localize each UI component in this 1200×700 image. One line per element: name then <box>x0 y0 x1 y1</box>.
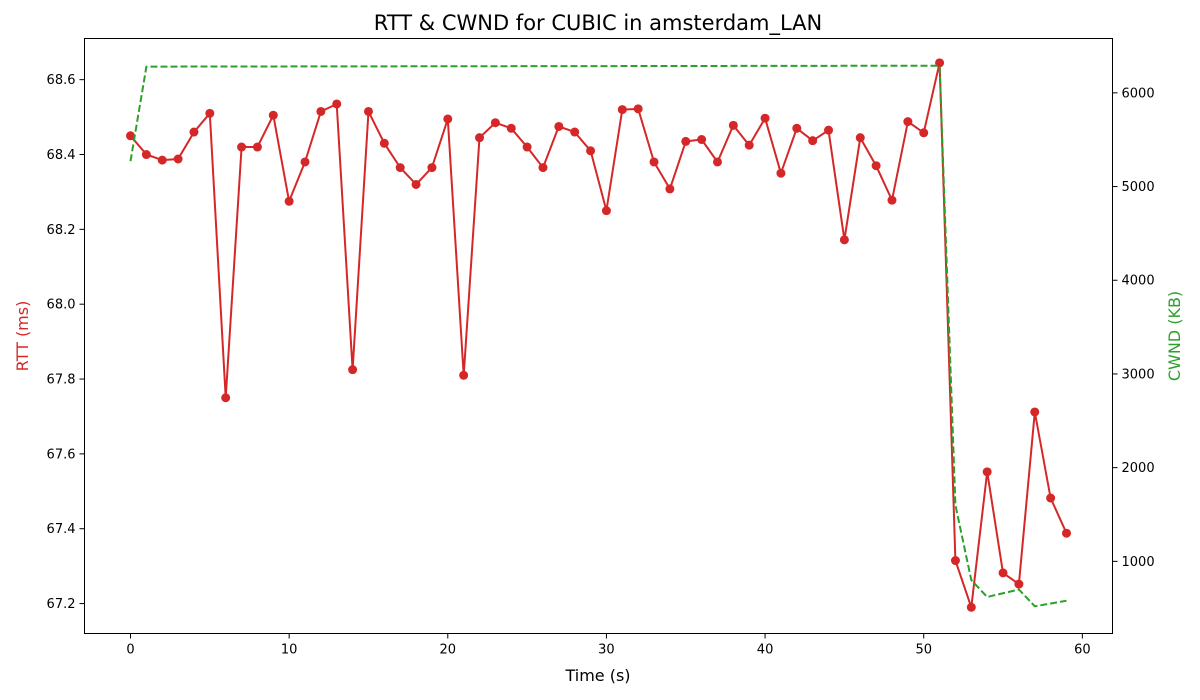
x-tick-label: 20 <box>440 643 457 658</box>
y-left-tick-label: 68.2 <box>47 223 76 238</box>
y-right-tick-label: 2000 <box>1122 461 1155 476</box>
y-axis-right-title: CWND (KB) <box>1165 291 1184 381</box>
x-tick-label: 0 <box>126 643 134 658</box>
chart-title: RTT & CWND for CUBIC in amsterdam_LAN <box>374 11 823 36</box>
rtt-data-point <box>189 127 199 137</box>
rtt-data-point <box>712 157 722 167</box>
rtt-data-point <box>284 196 294 206</box>
rtt-data-point <box>760 113 770 123</box>
rtt-data-point <box>316 106 326 116</box>
rtt-data-point <box>363 106 373 116</box>
rtt-data-point <box>221 393 231 403</box>
plot-area-frame <box>84 38 1113 634</box>
rtt-data-point <box>601 206 611 216</box>
rtt-data-point <box>332 99 342 109</box>
rtt-data-point <box>982 467 992 477</box>
y-axis-left-title: RTT (ms) <box>13 301 32 372</box>
x-tick-label: 30 <box>598 643 615 658</box>
x-axis: 0 10 20 30 40 50 60 <box>126 633 1091 658</box>
y-right-tick-label: 1000 <box>1122 555 1155 570</box>
rtt-data-point <box>1061 528 1071 538</box>
rtt-data-point <box>141 150 151 160</box>
rtt-data-point <box>459 370 469 380</box>
rtt-data-point <box>1046 493 1056 503</box>
y-right-tick-label: 4000 <box>1122 274 1155 289</box>
rtt-data-point <box>586 146 596 156</box>
x-tick-label: 60 <box>1074 643 1091 658</box>
rtt-data-point <box>649 157 659 167</box>
rtt-data-point <box>903 117 913 127</box>
rtt-data-point <box>776 168 786 178</box>
rtt-data-point <box>681 136 691 146</box>
rtt-data-point <box>919 128 929 138</box>
x-axis-title: Time (s) <box>564 666 630 685</box>
rtt-data-point <box>728 120 738 130</box>
y-left-tick-label: 67.6 <box>47 447 76 462</box>
rtt-data-point <box>998 568 1008 578</box>
rtt-data-point <box>237 142 247 152</box>
y-right-tick-label: 6000 <box>1122 86 1155 101</box>
rtt-data-point <box>427 163 437 173</box>
rtt-data-point <box>205 108 215 118</box>
rtt-data-point <box>443 114 453 124</box>
rtt-data-point <box>506 123 516 133</box>
rtt-data-point <box>824 125 834 135</box>
x-tick-label: 40 <box>757 643 774 658</box>
rtt-data-point <box>379 138 389 148</box>
rtt-data-point <box>792 123 802 133</box>
rtt-data-point <box>490 118 500 128</box>
cwnd-series-line <box>129 64 1067 608</box>
rtt-data-point <box>950 556 960 566</box>
rtt-data-point <box>268 110 278 120</box>
rtt-data-point <box>855 133 865 143</box>
rtt-data-point <box>348 365 358 375</box>
y-left-tick-label: 68.4 <box>47 148 76 163</box>
y-left-tick-label: 68.6 <box>47 73 76 88</box>
rtt-data-point <box>808 136 818 146</box>
rtt-data-point <box>300 157 310 167</box>
rtt-data-point <box>1014 579 1024 589</box>
rtt-data-point <box>617 105 627 115</box>
rtt-data-point <box>839 235 849 245</box>
rtt-data-point <box>126 131 136 141</box>
rtt-data-point <box>744 140 754 150</box>
y-axis-right: 1000 2000 3000 4000 5000 6000 <box>1112 86 1155 570</box>
rtt-data-point <box>411 179 421 189</box>
y-left-tick-label: 67.4 <box>47 522 76 537</box>
y-left-tick-label: 68.0 <box>47 298 76 313</box>
rtt-data-point <box>887 195 897 205</box>
rtt-data-point <box>252 142 262 152</box>
rtt-data-point <box>395 163 405 173</box>
x-tick-label: 10 <box>281 643 298 658</box>
rtt-data-point <box>475 133 485 143</box>
rtt-data-point <box>570 127 580 137</box>
rtt-data-point <box>1030 407 1040 417</box>
rtt-data-point <box>966 602 976 612</box>
rtt-data-point <box>538 163 548 173</box>
y-right-tick-label: 5000 <box>1122 180 1155 195</box>
y-right-tick-label: 3000 <box>1122 367 1155 382</box>
rtt-data-point <box>665 184 675 194</box>
rtt-data-point <box>633 104 643 114</box>
rtt-data-point <box>157 155 167 165</box>
series-layer <box>126 58 1071 612</box>
rtt-data-point <box>522 142 532 152</box>
rtt-series-line <box>129 61 1068 609</box>
rtt-data-point <box>554 121 564 131</box>
rtt-data-point <box>173 154 183 164</box>
y-left-tick-label: 67.8 <box>47 373 76 388</box>
rtt-data-point <box>871 161 881 171</box>
x-tick-label: 50 <box>915 643 932 658</box>
y-axis-left: 67.2 67.4 67.6 67.8 68.0 68.2 68.4 68.6 <box>47 73 85 612</box>
rtt-data-point <box>697 135 707 145</box>
y-left-tick-label: 67.2 <box>47 597 76 612</box>
